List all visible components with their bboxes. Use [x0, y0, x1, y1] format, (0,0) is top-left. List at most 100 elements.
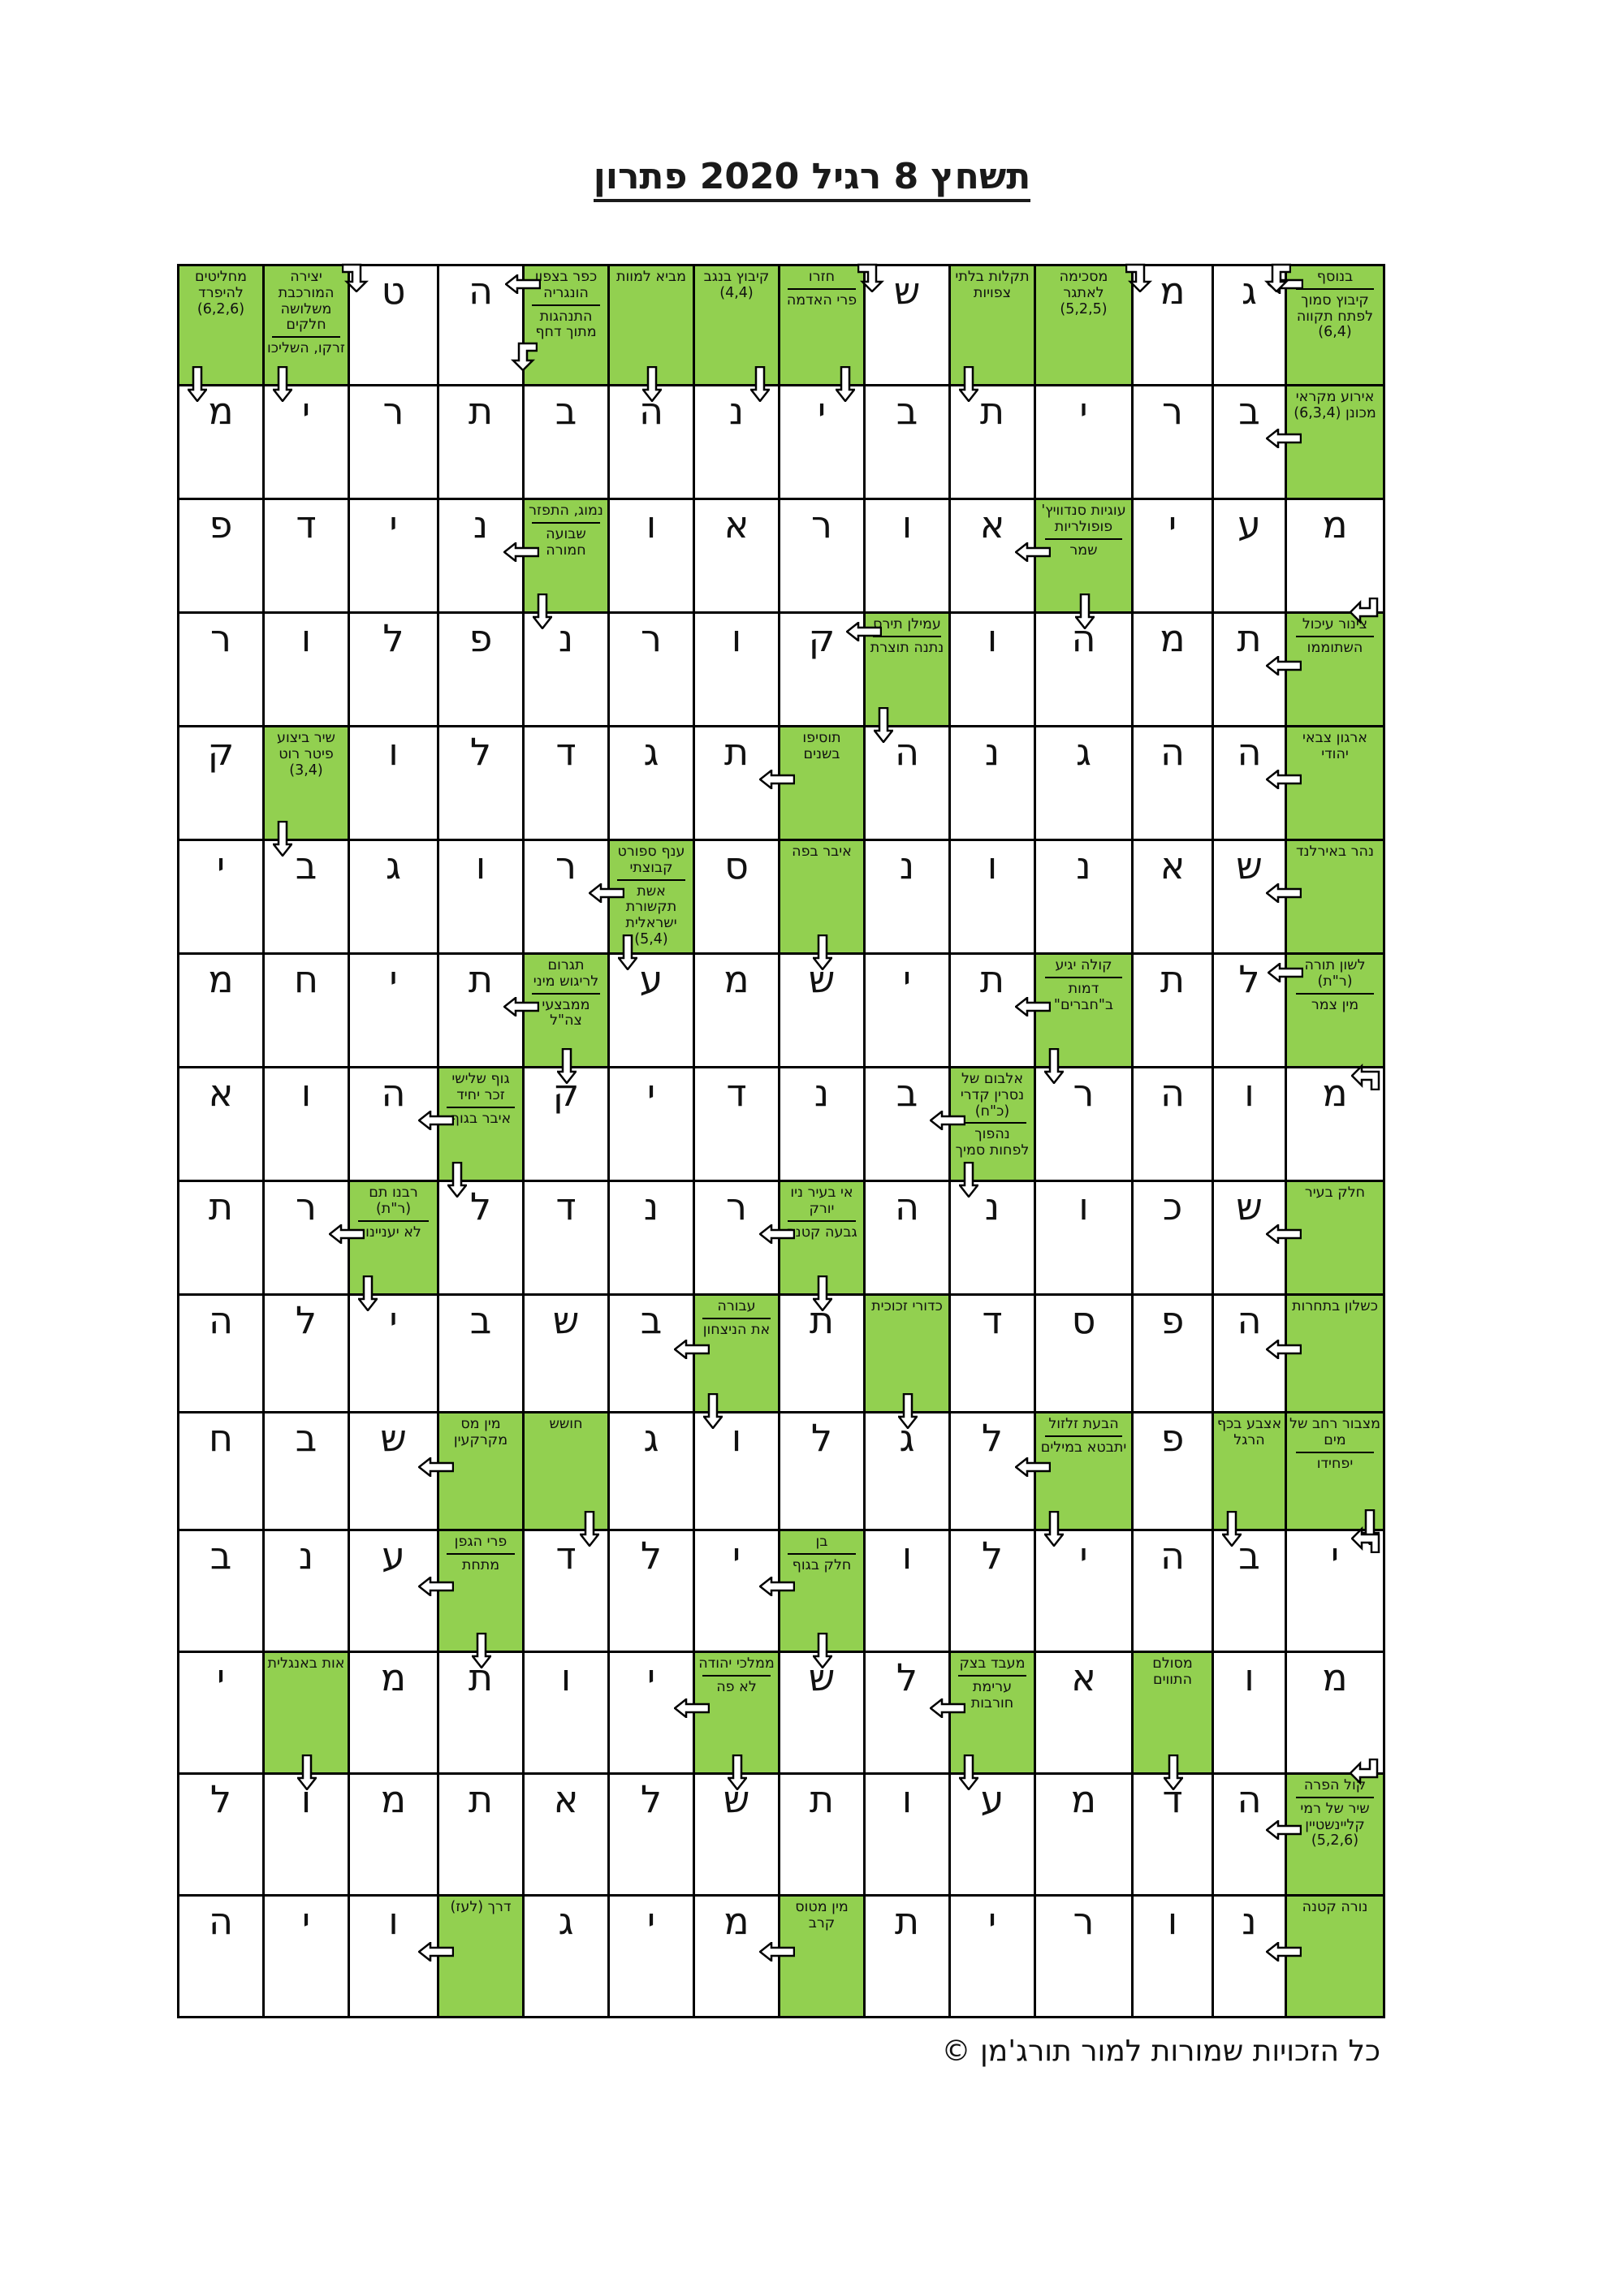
letter-cell-r5-c8: ת: [693, 725, 780, 841]
clue-cell-r9-c7: אי בעיר ניו יורק גבעה קטנה: [759, 1180, 866, 1311]
letter-cell-r12-c2: ב: [1212, 1529, 1287, 1653]
solution-letter: י: [389, 503, 398, 546]
letter-cell-r4-c10: נ: [522, 611, 610, 727]
solution-letter: ו: [300, 1071, 312, 1115]
solution-letter: פ: [209, 503, 233, 546]
letter-cell-r9-c6: ה: [863, 1180, 951, 1296]
clue-text-primary: פרי הגפן: [454, 1534, 508, 1550]
solution-letter: ד: [555, 730, 577, 774]
solution-letter: ל: [209, 1777, 232, 1821]
letter-cell-r13-c14: י: [177, 1651, 265, 1775]
letter-cell-r2-c4: י: [1034, 384, 1134, 500]
letter-cell-r14-c3: ד: [1131, 1772, 1214, 1897]
letter-cell-r3-c7: ר: [778, 498, 866, 614]
crossword-grid: בנוסף קיבוץ סמוך לפתח תקווה (6,4) ג מ מסכימה…: [177, 263, 1385, 2018]
clue-divider: [1295, 1451, 1375, 1453]
clue-text-secondary: לא פה: [716, 1678, 757, 1695]
letter-cell-r10-c3: פ: [1131, 1293, 1214, 1413]
solution-letter: ש: [723, 1777, 750, 1821]
letter-cell-r1-c11: ה: [437, 264, 525, 386]
letter-cell-r5-c10: ד: [522, 725, 610, 841]
clue-text-primary: כדורי זכוכית: [871, 1298, 943, 1314]
letter-cell-r2-c7: י: [778, 384, 866, 500]
grid-row-14: קול הפרה שיר של רמי קליינשטיין (5,2,6) ה ד מ…: [177, 1772, 1385, 1897]
solution-letter: ח: [208, 1416, 234, 1460]
letter-cell-r9-c14: ת: [177, 1180, 265, 1296]
letter-cell-r7-c11: ת: [437, 952, 525, 1068]
solution-letter: פ: [1160, 1298, 1185, 1342]
clue-divider: [272, 336, 340, 339]
letter-cell-r4-c4: ה: [1034, 611, 1134, 727]
clue-cell-r11-c11: מין מס מקרקעין: [418, 1411, 525, 1531]
letter-cell-r12-c3: ה: [1131, 1529, 1214, 1653]
solution-letter: ה: [1160, 730, 1186, 774]
clue-divider: [873, 635, 941, 637]
letter-cell-r3-c11: נ: [437, 498, 525, 614]
letter-cell-r5-c12: ו: [348, 725, 439, 841]
solution-letter: ד: [726, 1071, 747, 1115]
letter-cell-r10-c12: י: [348, 1293, 439, 1413]
letter-cell-r8-c12: ה: [348, 1066, 439, 1182]
solution-letter: ת: [468, 1655, 494, 1699]
letter-cell-r11-c6: ג: [863, 1411, 951, 1531]
clue-text-primary: כפר בצפון הונגריה: [534, 269, 598, 301]
clue-cell-r15-c11: דרך (לעז): [418, 1894, 525, 2018]
clue-text-secondary: איבר בגוף: [450, 1110, 512, 1127]
solution-letter: נ: [643, 1185, 659, 1228]
letter-cell-r15-c3: ו: [1131, 1894, 1214, 2018]
clue-cell-r10-c1: כשלון בתחרות: [1266, 1293, 1385, 1413]
solution-letter: נ: [728, 389, 745, 433]
grid-row-8: מ ו ה ר אלבום של נסרין קדרי (כ"ח) נהפוך לפחות…: [177, 1063, 1385, 1198]
solution-letter: מ: [1322, 1071, 1348, 1115]
clue-text-primary: חזרו: [808, 269, 836, 285]
letter-cell-r3-c14: פ: [177, 498, 265, 614]
crossword-grid-container: בנוסף קיבוץ סמוך לפתח תקווה (6,4) ג מ מסכימה…: [177, 263, 1385, 2018]
clue-cell-r15-c1: נורה קטנה: [1266, 1894, 1385, 2018]
clue-text-primary: מביא למוות: [615, 269, 687, 285]
letter-cell-r5-c4: ג: [1034, 725, 1134, 841]
letter-cell-r9-c4: ו: [1034, 1180, 1134, 1296]
solution-letter: ו: [901, 1534, 913, 1577]
letter-cell-r9-c8: ר: [693, 1180, 780, 1296]
letter-cell-r4-c11: פ: [437, 611, 525, 727]
letter-cell-r3-c13: ד: [262, 498, 350, 614]
solution-letter: ה: [381, 1071, 406, 1115]
solution-letter: ב: [295, 844, 317, 887]
letter-cell-r1-c3: מ: [1125, 263, 1214, 386]
grid-row-13: מ ו מסולם התווים א מעבד בצק ערימת חורבות ל ש ממל…: [177, 1651, 1385, 1790]
solution-letter: ל: [382, 616, 404, 660]
clue-divider: [1295, 635, 1375, 637]
letter-cell-r12-c4: י: [1034, 1529, 1134, 1653]
letter-cell-r14-c2: ה: [1212, 1772, 1287, 1897]
solution-letter: י: [732, 1534, 741, 1577]
clue-cell-r7-c1: לשון תורה (ר"ת) מין צמר: [1268, 952, 1385, 1068]
solution-letter: י: [1079, 1534, 1088, 1577]
solution-letter: ו: [475, 844, 486, 887]
solution-letter: י: [389, 957, 398, 1001]
solution-letter: ו: [1167, 1899, 1178, 1943]
clue-divider: [788, 1552, 856, 1555]
solution-letter: א: [979, 503, 1005, 546]
solution-letter: ה: [1237, 1777, 1262, 1821]
letter-cell-r12-c12: ע: [348, 1529, 439, 1653]
clue-text-primary: ענף ספורט קבוצתי: [617, 844, 685, 876]
clue-cell-r3-c4: עוגיות סנדוויץ' פופולריות שמר: [1015, 498, 1134, 629]
clue-divider: [702, 1674, 771, 1677]
clue-divider: [1295, 287, 1375, 290]
clue-text-primary: לשון תורה (ר"ת): [1304, 957, 1366, 990]
clue-text-primary: נורה קטנה: [1302, 1899, 1368, 1915]
solution-letter: מ: [723, 1899, 749, 1943]
clue-text-primary: נמוג, התפזר: [529, 503, 603, 519]
solution-letter: נ: [984, 1185, 1000, 1228]
clue-text-secondary: גבעה קטנה: [786, 1224, 857, 1241]
solution-letter: מ: [208, 389, 234, 433]
solution-letter: ת: [468, 389, 494, 433]
letter-cell-r9-c13: ר: [262, 1180, 350, 1296]
clue-text-primary: תקלות בלתי צפויות: [955, 269, 1030, 301]
letter-cell-r4-c7: ק: [778, 611, 866, 727]
solution-letter: ש: [1236, 844, 1263, 887]
letter-cell-r6-c2: ש: [1212, 839, 1287, 955]
solution-letter: י: [1079, 389, 1088, 433]
clue-text-primary: כשלון בתחרות: [1292, 1298, 1378, 1314]
letter-cell-r10-c11: ב: [437, 1293, 525, 1413]
